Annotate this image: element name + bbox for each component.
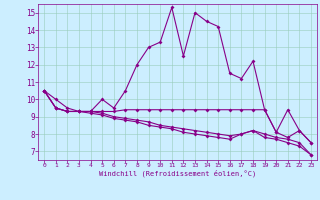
X-axis label: Windchill (Refroidissement éolien,°C): Windchill (Refroidissement éolien,°C) bbox=[99, 170, 256, 177]
